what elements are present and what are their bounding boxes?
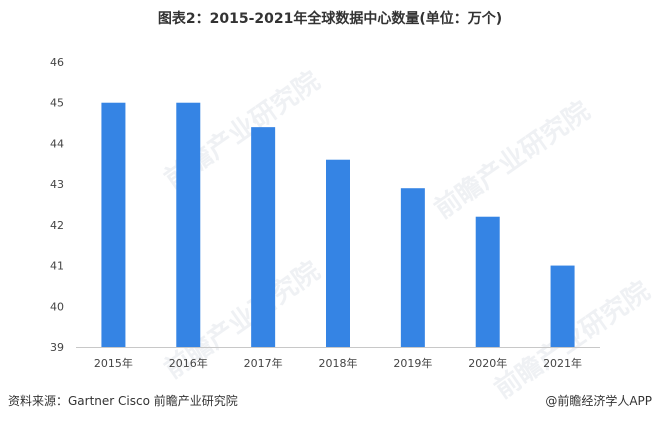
y-tick-label: 40 [50, 300, 64, 313]
y-tick-label: 46 [50, 56, 64, 69]
y-tick-label: 39 [50, 341, 64, 354]
bar-2015年 [101, 102, 126, 347]
x-tick-label: 2017年 [244, 356, 283, 370]
chart-title: 图表2：2015-2021年全球数据中心数量(单位：万个) [157, 11, 503, 27]
source-note: 资料来源：Gartner Cisco 前瞻产业研究院 [8, 394, 238, 408]
credit-note: @前瞻经济学人APP [545, 394, 652, 408]
bar-2018年 [326, 159, 350, 347]
bar-2017年 [251, 127, 276, 348]
y-tick-label: 44 [50, 137, 64, 150]
x-tick-label: 2021年 [543, 356, 582, 370]
bar-2019年 [400, 188, 425, 347]
bar-2021年 [550, 265, 575, 347]
bar-2016年 [176, 102, 201, 347]
y-tick-label: 42 [50, 219, 64, 232]
y-tick-label: 43 [50, 178, 64, 191]
x-tick-label: 2016年 [169, 356, 208, 370]
y-tick-label: 45 [50, 97, 64, 110]
x-tick-label: 2020年 [468, 356, 507, 370]
bar-2020年 [475, 216, 500, 347]
x-tick-label: 2015年 [94, 356, 133, 370]
x-tick-label: 2018年 [319, 356, 358, 370]
x-tick-label: 2019年 [393, 356, 432, 370]
y-tick-label: 41 [50, 260, 64, 273]
